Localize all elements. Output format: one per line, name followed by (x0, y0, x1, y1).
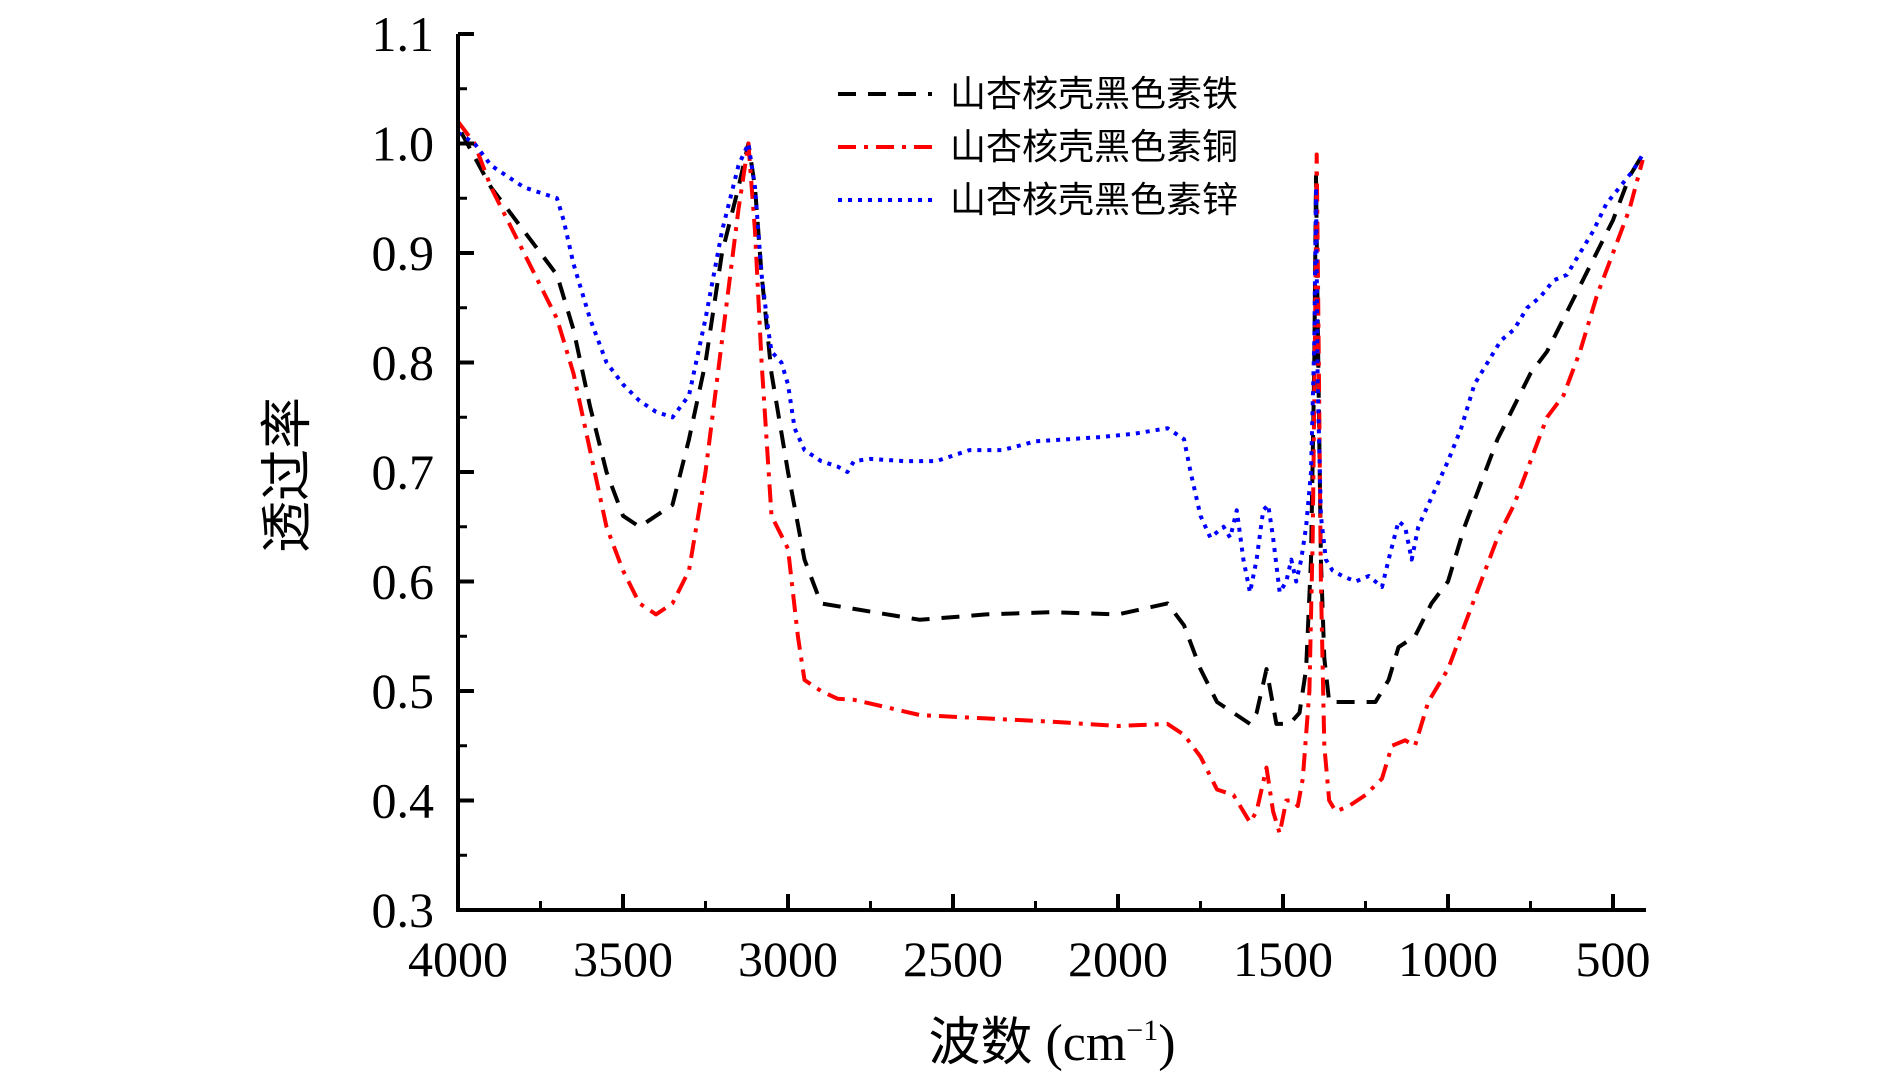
y-tick-label: 0.9 (372, 225, 435, 281)
x-tick-label: 2000 (1068, 931, 1168, 987)
legend-item-zn: 山杏核壳黑色素锌 (838, 180, 1238, 221)
legend-item-cu: 山杏核壳黑色素铜 (838, 127, 1238, 168)
x-tick-label: 3500 (573, 931, 673, 987)
x-tick-label: 500 (1576, 931, 1651, 987)
legend-label-fe: 山杏核壳黑色素铁 (950, 74, 1238, 115)
legend-label-zn: 山杏核壳黑色素锌 (950, 180, 1238, 221)
series-layer (456, 120, 1645, 836)
x-axis-title-sup: −1 (1126, 1014, 1158, 1047)
y-tick-label: 0.5 (372, 663, 435, 719)
legend: 山杏核壳黑色素铁 山杏核壳黑色素铜 山杏核壳黑色素锌 (838, 74, 1238, 221)
x-tick-label: 1500 (1233, 931, 1333, 987)
x-axis-title-main: 波数 (cm (928, 1015, 1126, 1072)
x-axis-title: 波数 (cm−1) (928, 1014, 1175, 1072)
x-tick-label: 4000 (408, 931, 508, 987)
y-axis-title: 透过率 (260, 397, 317, 553)
series-line-cu (456, 120, 1645, 836)
x-tick-label: 2500 (903, 931, 1003, 987)
y-tick-label: 1.0 (372, 116, 435, 172)
y-tick-label: 0.8 (372, 335, 435, 391)
y-tick-label: 1.1 (372, 6, 435, 62)
legend-item-fe: 山杏核壳黑色素铁 (838, 74, 1238, 115)
y-tick-label: 0.3 (372, 882, 435, 938)
x-tick-label: 3000 (738, 931, 838, 987)
ticks-layer: 0.3 0.4 0.5 0.6 0.7 0.8 0.9 1.0 1.1 4000 3500 3000 2… (372, 6, 1651, 987)
x-tick-label: 1000 (1398, 931, 1498, 987)
y-tick-label: 0.4 (372, 773, 435, 829)
y-tick-label: 0.7 (372, 444, 435, 500)
x-axis-title-close: ) (1158, 1015, 1175, 1072)
legend-label-cu: 山杏核壳黑色素铜 (950, 127, 1238, 168)
y-tick-label: 0.6 (372, 554, 435, 610)
series-line-fe (459, 131, 1645, 726)
